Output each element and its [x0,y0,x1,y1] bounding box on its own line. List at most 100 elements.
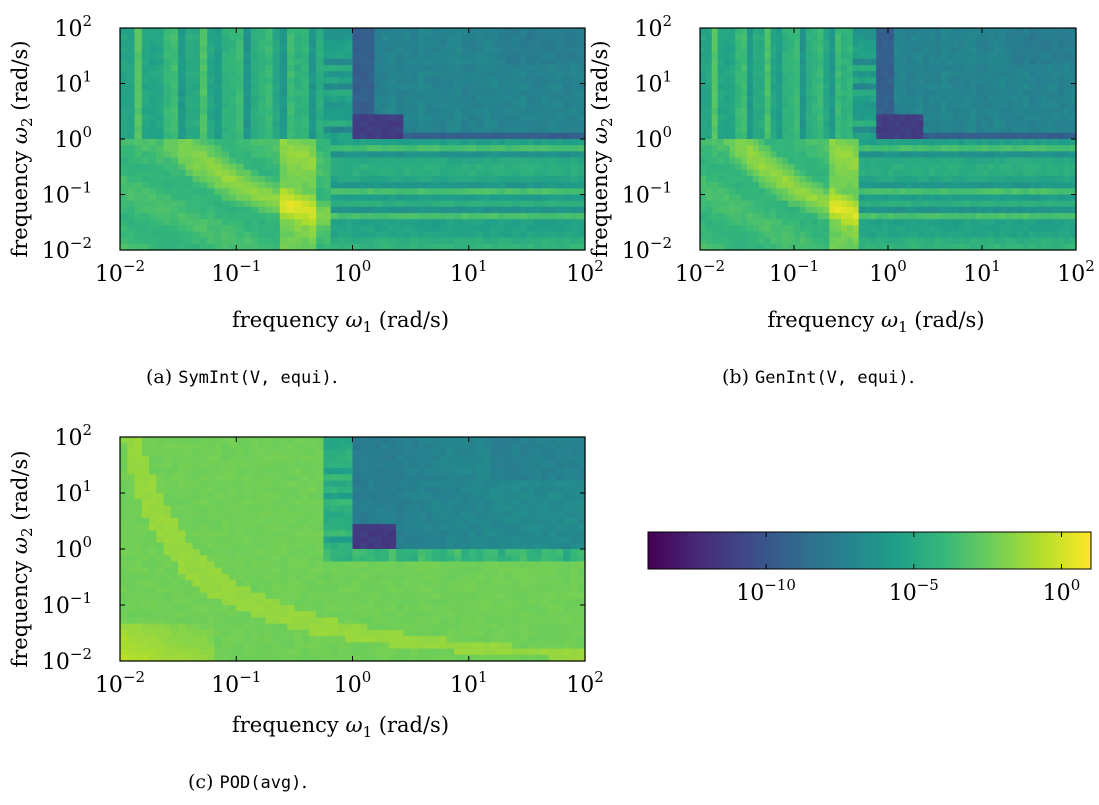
heatmap-cell [563,169,572,177]
heatmap-cell [316,219,325,226]
heatmap-cell [876,71,883,78]
heatmap-cell [952,169,960,177]
heatmap-cell [265,46,274,54]
heatmap-cell [185,28,194,35]
heatmap-cell [178,58,186,66]
heatmap-cell [1052,40,1059,48]
heatmap-cell [835,108,842,115]
x-tick-label: 10−2 [675,257,725,287]
heatmap-cell [823,83,830,91]
heatmap-cell [723,237,730,245]
heatmap-cell [987,34,995,41]
heatmap-cell [330,206,339,214]
heatmap-cell [993,58,1001,66]
heatmap-cell [301,213,310,220]
heatmap-cell [741,219,748,226]
heatmap-cell [156,499,165,507]
heatmap-cell [1046,182,1054,189]
heatmap-cell [519,163,528,171]
heatmap-cell [207,77,216,85]
heatmap-cell [439,200,448,208]
heatmap-cell [316,145,325,152]
heatmap-cell [723,182,730,189]
heatmap-cell [178,200,186,208]
heatmap-cell [823,157,830,165]
heatmap-cell [935,182,942,189]
heatmap-cell [214,34,223,41]
heatmap-cell [345,151,354,159]
heatmap-cell [817,206,824,214]
heatmap-cell [337,83,346,91]
heatmap-cell [764,102,772,109]
heatmap-cell [823,108,830,115]
heatmap-cell [548,169,557,177]
heatmap-cell [134,157,143,165]
heatmap-cell [993,34,1001,41]
heatmap-cell [841,46,848,54]
heatmap-cell [764,114,772,122]
heatmap-cell [1005,102,1012,109]
heatmap-cell [917,132,924,140]
heatmap-cell [1017,77,1024,85]
heatmap-cell [711,34,719,41]
heatmap-cell [570,71,579,78]
heatmap-cell [577,182,586,189]
heatmap-cell [911,83,918,91]
heatmap-cell [717,237,725,245]
heatmap-cell [432,151,441,159]
heatmap-cell [221,163,230,171]
heatmap-cell [526,102,535,109]
heatmap-cell [454,213,463,220]
heatmap-cell [534,89,543,97]
heatmap-cell [243,225,252,233]
heatmap-cell [846,139,854,146]
heatmap-cell [1058,243,1065,251]
heatmap-cell [446,188,455,196]
heatmap-cell [149,237,157,245]
heatmap-cell [747,108,754,115]
heatmap-cell [476,126,484,134]
heatmap-cell [935,52,942,60]
heatmap-cell [1046,176,1054,183]
heatmap-cell [243,40,252,48]
heatmap-cell [858,89,866,97]
heatmap-cell [835,102,842,109]
heatmap-cell [425,139,434,146]
heatmap-cell [1023,243,1030,251]
heatmap-cell [747,182,754,189]
heatmap-cell [192,151,201,159]
heatmap-cell [294,231,303,239]
heatmap-cell [1064,95,1071,103]
heatmap-cell [243,126,252,134]
heatmap-cell [461,95,470,103]
heatmap-cell [1023,114,1030,122]
heatmap-cell [852,145,860,152]
heatmap-cell [852,139,860,146]
heatmap-cell [461,65,470,72]
heatmap-cell [999,95,1007,103]
heatmap-cell [923,213,930,220]
heatmap-cell [178,225,186,233]
heatmap-cell [359,40,368,48]
heatmap-cell [483,28,492,35]
heatmap-cell [729,231,736,239]
heatmap-cell [1011,46,1018,54]
heatmap-cell [717,182,725,189]
heatmap-cell [747,65,754,72]
heatmap-cell [741,83,748,91]
heatmap-cell [214,145,223,152]
heatmap-cell [852,34,860,41]
heatmap-cell [870,34,877,41]
heatmap-cell [735,206,742,214]
heatmap-cell [1011,126,1018,134]
heatmap-cell [905,120,913,128]
heatmap-cell [178,505,186,513]
heatmap-cell [505,243,513,251]
heatmap-cell [461,52,470,60]
heatmap-cell [577,40,586,48]
heatmap-cell [374,200,383,208]
heatmap-cell [999,65,1007,72]
heatmap-cell [976,28,983,35]
heatmap-cell [178,89,186,97]
heatmap-cell [946,231,954,239]
